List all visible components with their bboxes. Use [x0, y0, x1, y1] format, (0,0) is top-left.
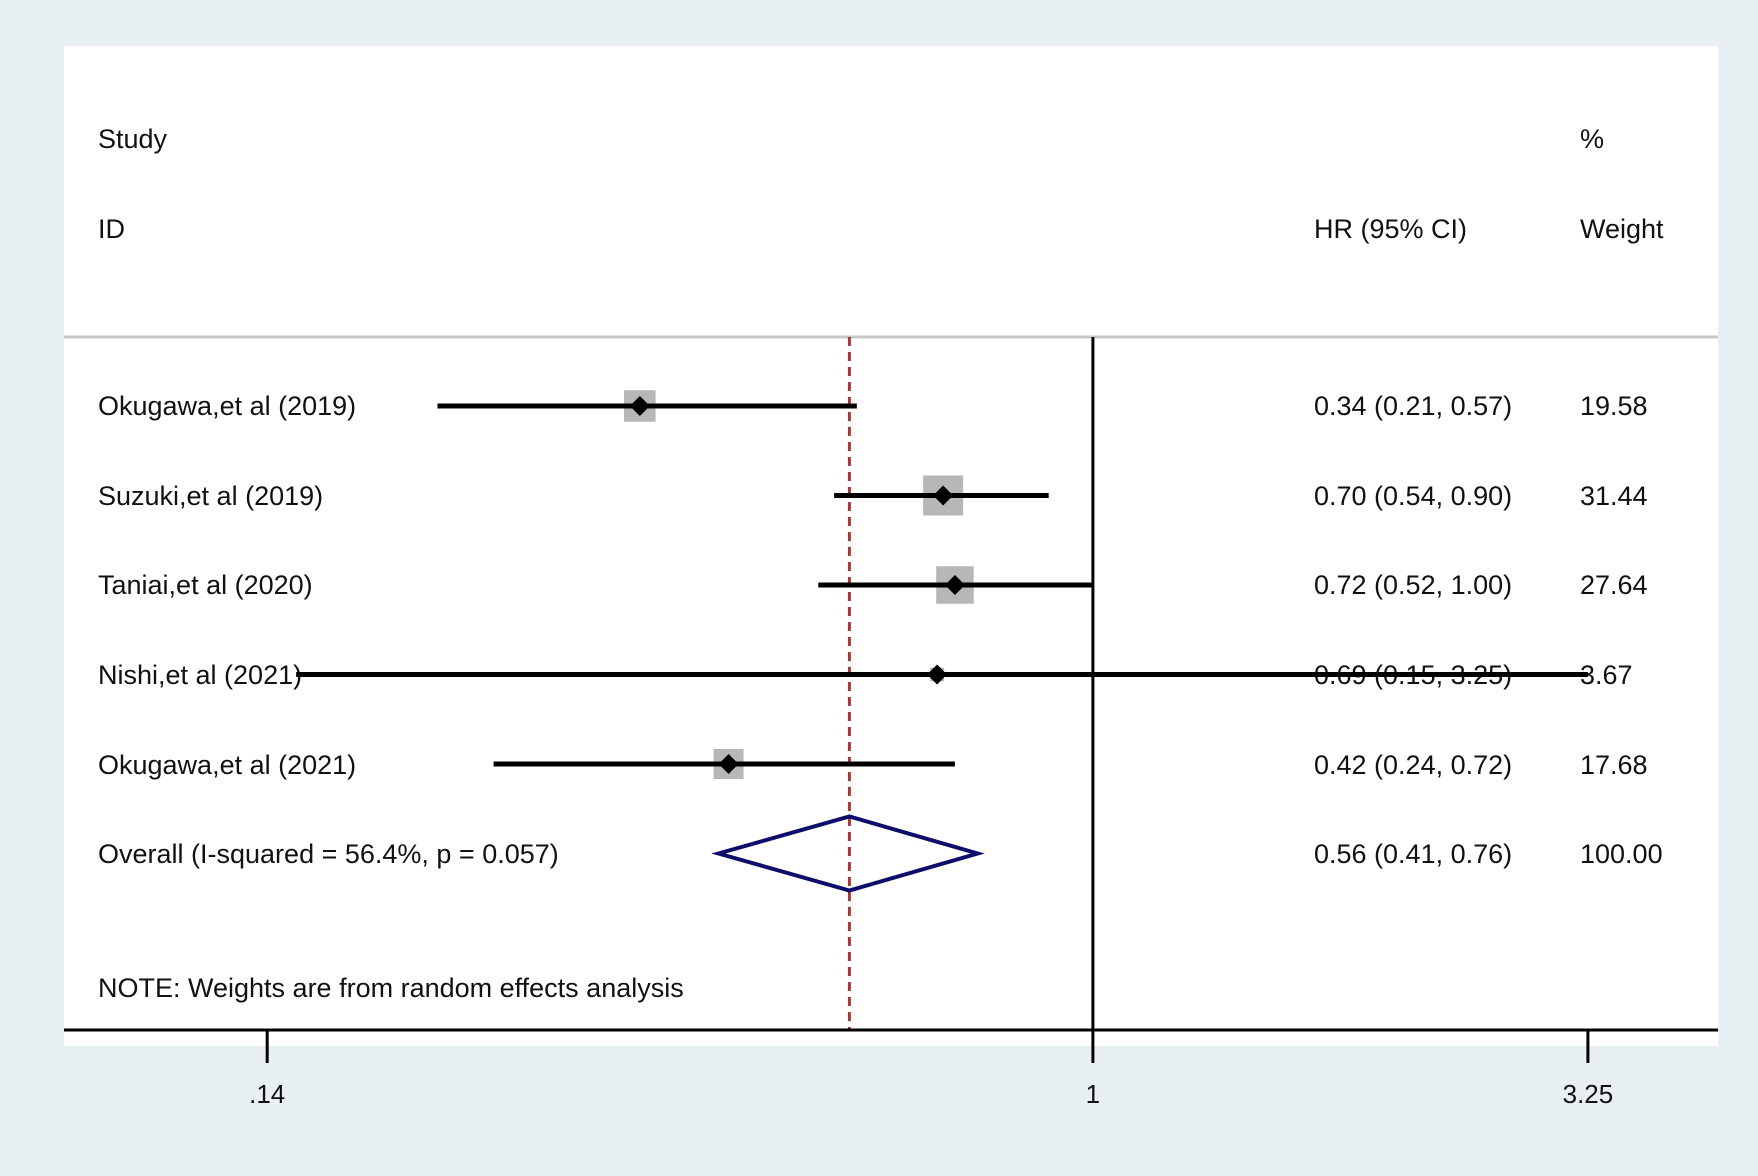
x-tick-label: 3.25 [1563, 1079, 1614, 1109]
study-name: Taniai,et al (2020) [98, 570, 313, 600]
point-estimate [933, 485, 954, 506]
point-estimate [629, 396, 650, 416]
point-estimate [927, 664, 948, 685]
note-text: NOTE: Weights are from random effects an… [98, 973, 684, 1003]
overall-ci-text: 0.56 (0.41, 0.76) [1314, 839, 1513, 869]
study-ci-text: 0.72 (0.52, 1.00) [1314, 570, 1513, 600]
point-estimate [944, 575, 965, 595]
header-percent: % [1580, 124, 1605, 154]
study-weight: 27.64 [1580, 570, 1648, 600]
overall-weight: 100.00 [1580, 839, 1663, 869]
study-ci-text: 0.34 (0.21, 0.57) [1314, 391, 1513, 421]
study-name: Okugawa,et al (2021) [98, 750, 357, 780]
x-tick-label: 1 [1086, 1079, 1100, 1109]
overall-name: Overall (I-squared = 56.4%, p = 0.057) [98, 839, 559, 869]
study-weight: 17.68 [1580, 750, 1648, 780]
study-name: Nishi,et al (2021) [98, 660, 303, 690]
header-id: ID [98, 214, 125, 244]
point-estimate [718, 754, 739, 774]
study-name: Suzuki,et al (2019) [98, 481, 324, 511]
study-weight: 19.58 [1580, 391, 1648, 421]
overall-diamond [711, 814, 985, 893]
study-weight: 3.67 [1580, 660, 1633, 690]
study-ci-text: 0.42 (0.24, 0.72) [1314, 750, 1513, 780]
study-weight: 31.44 [1580, 481, 1648, 511]
study-name: Okugawa,et al (2019) [98, 391, 357, 421]
header-hr: HR (95% CI) [1314, 214, 1468, 244]
header-study: Study [98, 124, 168, 154]
study-ci-text: 0.70 (0.54, 0.90) [1314, 481, 1513, 511]
header-weight: Weight [1580, 214, 1664, 244]
x-tick-label: .14 [249, 1079, 285, 1109]
